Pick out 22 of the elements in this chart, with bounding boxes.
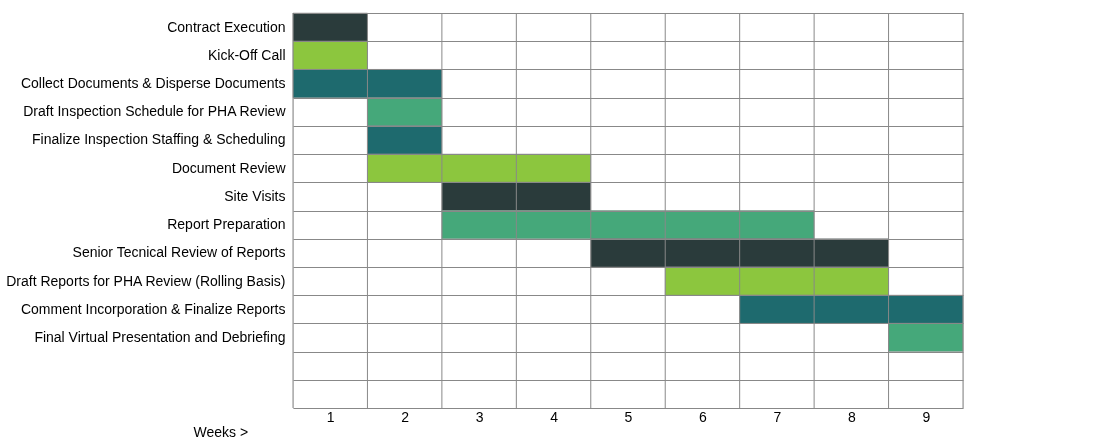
y-tick-label: Kick-Off Call <box>207 46 286 63</box>
y-tick-label: Draft Inspection Schedule for PHA Review <box>23 103 287 120</box>
x-tick-label: 6 <box>699 408 708 425</box>
y-tick-label: Draft Reports for PHA Review (Rolling Basis) <box>6 272 286 289</box>
x-tick-label: 4 <box>550 408 559 425</box>
y-tick-label: Collect Documents & Disperse Documents <box>20 75 286 92</box>
x-tick-label: 8 <box>847 408 856 425</box>
y-tick-label: Final Virtual Presentation and Debriefing <box>34 328 286 345</box>
y-tick-label: Finalize Inspection Staffing & Scheduling <box>32 131 286 148</box>
y-tick-label: Site Visits <box>224 187 286 204</box>
y-tick-label: Senior Tecnical Review of Reports <box>72 244 286 261</box>
x-tick-label: 9 <box>922 408 931 425</box>
y-tick-label: Document Review <box>171 159 287 176</box>
x-tick-label: 3 <box>475 408 484 425</box>
y-tick-label: Contract Execution <box>167 18 286 35</box>
y-tick-label: Report Preparation <box>167 216 286 233</box>
y-tick-label: Comment Incorporation & Finalize Reports <box>20 300 286 317</box>
x-tick-label: 7 <box>773 408 782 425</box>
x-axis-title: Weeks > <box>193 423 249 440</box>
x-tick-label: 1 <box>326 408 335 425</box>
x-tick-label: 2 <box>401 408 410 425</box>
x-tick-label: 5 <box>624 408 633 425</box>
